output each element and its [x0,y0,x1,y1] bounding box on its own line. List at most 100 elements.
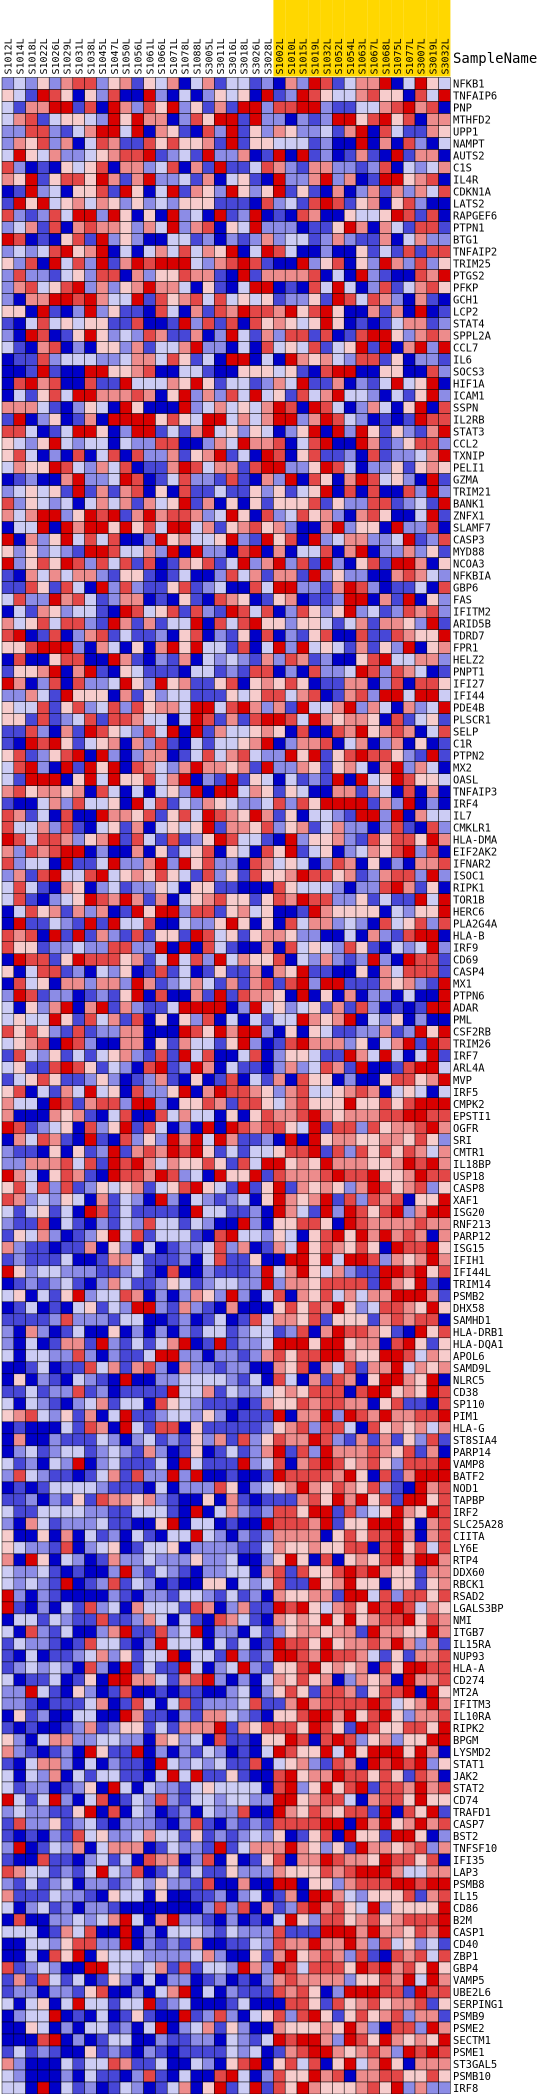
heatmap-cell [60,1241,74,1255]
heatmap-cell [308,1529,321,1543]
heatmap-cell [190,761,203,774]
heatmap-cell [96,629,109,642]
heatmap-cell [202,1493,215,1507]
heatmap-cell [332,857,345,870]
heatmap-cell [48,221,62,234]
heatmap-cell [143,497,156,510]
heatmap-cell [60,1229,74,1243]
heatmap-cell [96,1265,109,1279]
heatmap-cell [143,1493,156,1507]
heatmap-cell [107,1517,121,1531]
heatmap-cell [60,905,74,918]
heatmap-cell [131,1073,144,1087]
heatmap-cell [308,545,321,558]
heatmap-cell [414,737,428,750]
heatmap-cell [107,545,121,558]
heatmap-cell [84,1589,97,1603]
heatmap-cell [190,329,203,342]
heatmap-cell [155,989,168,1002]
heatmap-cell [237,1313,251,1327]
heatmap-cell [379,737,392,750]
heatmap-cell [414,1505,428,1519]
heatmap-cell [107,329,121,342]
heatmap-cell [119,1529,133,1543]
heatmap-cell [72,509,85,522]
heatmap-cell [1,1109,15,1123]
heatmap-cell [284,1433,298,1447]
heatmap-cell [96,533,109,546]
heatmap-cell [25,197,38,210]
heatmap-cell [1,749,15,762]
heatmap-cell [96,281,109,294]
heatmap-cell [225,569,239,582]
heatmap-cell [332,569,345,582]
heatmap-cell [308,833,321,846]
heatmap-cell [296,1169,310,1183]
heatmap-cell [155,77,168,90]
heatmap-cell [379,1553,392,1567]
heatmap-cell [308,665,321,678]
heatmap-cell [178,209,192,222]
heatmap-cell [402,221,416,234]
heatmap-cell [320,581,333,594]
heatmap-cell [225,185,239,198]
heatmap-cell [37,1493,50,1507]
heatmap-cell [249,845,262,858]
heatmap-cell [107,857,121,870]
heatmap-cell [214,1409,227,1423]
heatmap-cell [296,1505,310,1519]
heatmap-cell [166,1289,180,1303]
column-labels: S1012L S1014L S1018L S1022L S1026L S1029L S103… [2,0,451,77]
heatmap-cell [107,581,121,594]
heatmap-cell [60,557,74,570]
heatmap-cell [367,293,380,306]
heatmap-cell [355,1145,369,1159]
heatmap-cell [225,1529,239,1543]
heatmap-cell [119,533,133,546]
heatmap-cell [355,1361,369,1375]
heatmap-cell [13,101,26,114]
heatmap-cell [190,1445,203,1459]
heatmap-cell [414,353,428,366]
heatmap-cell [367,1133,380,1147]
heatmap-cell [143,125,156,138]
heatmap-cell [1,1133,15,1147]
heatmap-cell [438,1409,451,1423]
heatmap-cell [96,833,109,846]
heatmap-cell [379,1361,392,1375]
heatmap-cell [166,1505,180,1519]
heatmap-cell [332,125,345,138]
heatmap-cell [1,1049,15,1062]
heatmap-cell [261,137,274,150]
heatmap-cell [426,173,439,186]
heatmap-cell [48,1517,62,1531]
heatmap-cell [343,485,357,498]
heatmap-cell [48,101,62,114]
heatmap-cell [107,569,121,582]
heatmap-cell [155,1157,168,1171]
heatmap-cell [143,1121,156,1135]
heatmap-cell [119,1073,133,1087]
heatmap-cell [308,1109,321,1123]
heatmap-cell [60,1553,74,1567]
heatmap-cell [72,713,85,726]
heatmap-cell [131,317,144,330]
heatmap-cell [355,1553,369,1567]
heatmap-cell [261,1517,274,1531]
heatmap-cell [296,329,310,342]
heatmap-cell [332,233,345,246]
heatmap-cell [391,1121,404,1135]
heatmap-cell [48,113,62,126]
heatmap-cell [1,821,15,834]
heatmap-cell [25,413,38,426]
heatmap-cell [225,1445,239,1459]
heatmap-cell [343,113,357,126]
heatmap-cell [438,1265,451,1279]
heatmap-cell [48,617,62,630]
heatmap-cell [84,965,97,978]
heatmap-cell [237,77,251,90]
heatmap-cell [178,1109,192,1123]
heatmap-cell [379,557,392,570]
heatmap-cell [237,869,251,882]
heatmap-cell [37,1229,50,1243]
